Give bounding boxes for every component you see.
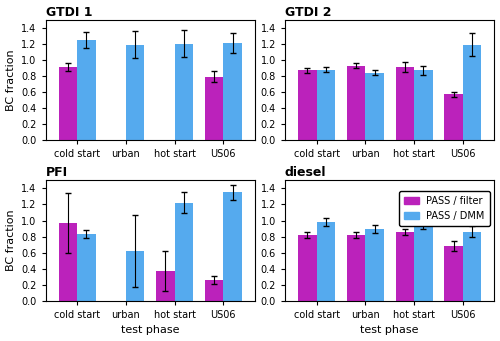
Bar [58, 223, 77, 301]
Bar [156, 271, 174, 301]
Text: PFI: PFI [46, 166, 68, 179]
Bar [298, 70, 316, 140]
Bar [205, 77, 224, 140]
Text: diesel: diesel [285, 166, 327, 179]
Bar [463, 45, 481, 140]
Bar [224, 43, 242, 140]
X-axis label: test phase: test phase [360, 325, 419, 336]
Bar [463, 232, 481, 301]
Bar [347, 235, 366, 301]
Bar [444, 246, 463, 301]
Y-axis label: BC fraction: BC fraction [6, 210, 16, 271]
Bar [58, 67, 77, 140]
Text: GTDI 1: GTDI 1 [46, 5, 92, 18]
Bar [224, 192, 242, 301]
Bar [77, 234, 96, 301]
Bar [366, 73, 384, 140]
Bar [396, 232, 414, 301]
Bar [77, 40, 96, 140]
Bar [126, 251, 144, 301]
Bar [316, 70, 335, 140]
Bar [366, 229, 384, 301]
X-axis label: test phase: test phase [121, 325, 180, 336]
Bar [396, 67, 414, 140]
Bar [347, 65, 366, 140]
Bar [444, 94, 463, 140]
Bar [414, 225, 432, 301]
Bar [126, 45, 144, 140]
Bar [414, 70, 432, 140]
Legend: PASS / filter, PASS / DMM: PASS / filter, PASS / DMM [399, 191, 490, 226]
Bar [298, 235, 316, 301]
Bar [174, 44, 193, 140]
Text: GTDI 2: GTDI 2 [285, 5, 332, 18]
Bar [205, 280, 224, 301]
Y-axis label: BC fraction: BC fraction [6, 49, 16, 111]
Bar [174, 203, 193, 301]
Bar [316, 222, 335, 301]
